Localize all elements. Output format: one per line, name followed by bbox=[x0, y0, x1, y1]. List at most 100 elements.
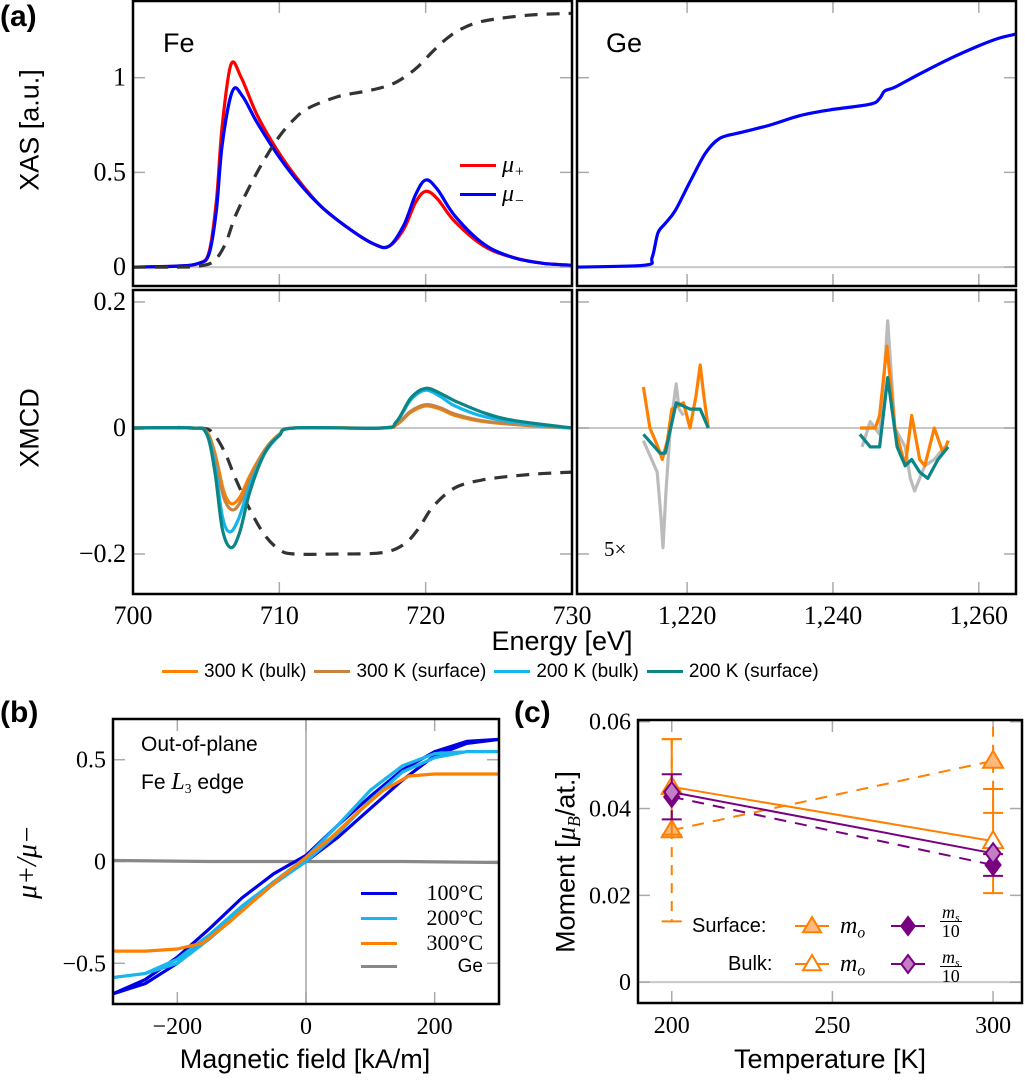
axes-frame bbox=[636, 718, 1024, 1005]
hysteresis-plot: −200 0 200 −0.5 0 0.5 bbox=[62, 717, 501, 1040]
legend-label: 200 K (bulk) bbox=[536, 661, 639, 682]
diamond-marker bbox=[984, 841, 1002, 865]
trend-line bbox=[671, 785, 994, 843]
diamond-marker bbox=[662, 780, 681, 804]
legend-surface-ms: ms 10 bbox=[940, 902, 962, 941]
c-x-axis-label: Temperature [K] bbox=[733, 1044, 927, 1074]
legend-label: 100°C bbox=[426, 880, 483, 905]
legend-label-sub: − bbox=[514, 192, 525, 210]
y-tick-label: 0 bbox=[113, 413, 126, 442]
legend-label: 200°C bbox=[426, 905, 483, 930]
series-line bbox=[860, 319, 946, 493]
x-tick-label: 250 bbox=[814, 1013, 850, 1039]
scale-factor-note: 5× bbox=[604, 537, 627, 561]
series-line bbox=[858, 376, 950, 480]
series-line bbox=[133, 11, 572, 269]
legend-bulk-ms: ms 10 bbox=[940, 947, 962, 986]
legend-bulk-label: Bulk: bbox=[728, 953, 773, 975]
plot-area bbox=[113, 737, 499, 996]
fe-xas-plot: 00.51 bbox=[94, 0, 574, 288]
legend-label-sub: + bbox=[514, 163, 525, 181]
legend-label: 300 K (bulk) bbox=[204, 661, 307, 682]
legend-swatch bbox=[460, 192, 496, 196]
diamond-marker bbox=[984, 853, 1002, 877]
axes-frame bbox=[131, 288, 574, 596]
ge-xmcd-plot: 1,220 1,240 1,260 bbox=[575, 288, 1018, 630]
b-annotation-orientation: Out-of-plane bbox=[141, 733, 258, 756]
y-tick-label: 0.04 bbox=[589, 797, 631, 823]
y-tick-label: 0.2 bbox=[94, 287, 127, 316]
legend-item-300k-bulk: 300 K (bulk) bbox=[162, 662, 306, 681]
x-tick-label: 720 bbox=[406, 601, 445, 630]
legend-item-300k-surface: 300 K (surface) bbox=[314, 662, 486, 681]
series-line bbox=[133, 386, 572, 550]
legend-label: Ge bbox=[457, 956, 483, 977]
xmcd-y-axis-label: XMCD bbox=[14, 388, 45, 468]
legend-label: 300°C bbox=[426, 930, 483, 955]
x-tick-label: 1,260 bbox=[950, 601, 1009, 630]
series-line bbox=[133, 388, 572, 534]
legend-swatch bbox=[460, 163, 496, 167]
trend-line bbox=[671, 759, 994, 832]
panel-label-a: (a) bbox=[0, 0, 37, 33]
x-tick-label: 200 bbox=[654, 1013, 690, 1039]
xas-y-axis-label: XAS [a.u.] bbox=[14, 69, 45, 191]
legend-surface-label: Surface: bbox=[692, 915, 767, 937]
legend-item-200k-bulk: 200 K (bulk) bbox=[494, 661, 639, 682]
x-tick-label: 200 bbox=[417, 1014, 453, 1040]
x-tick-label: 1,240 bbox=[804, 601, 863, 630]
axes-frame bbox=[131, 0, 574, 288]
legend-item-100c: 100°C bbox=[361, 882, 483, 904]
y-tick-label: 0.06 bbox=[589, 710, 631, 736]
legend-surface-mo: mo bbox=[840, 913, 866, 942]
legend-item-ge: Ge bbox=[361, 957, 483, 976]
trend-line bbox=[671, 795, 994, 866]
plot-area bbox=[641, 319, 950, 550]
fe-xmcd-plot: 700 710 720 730 −0.2 0 0.2 bbox=[79, 287, 592, 630]
diamond-legend-marker bbox=[900, 953, 916, 975]
y-tick-label: 0 bbox=[619, 970, 631, 996]
legend-item-200c: 200°C bbox=[361, 907, 483, 929]
ge-panel-label: Ge bbox=[606, 28, 643, 58]
legend-label: μ bbox=[502, 152, 515, 178]
plot-area bbox=[659, 720, 1005, 923]
axes-frame bbox=[111, 717, 501, 1006]
legend-label: μ bbox=[502, 181, 515, 207]
triangle-legend-marker bbox=[801, 953, 823, 972]
series-line bbox=[133, 425, 572, 556]
xmcd-legend: 300 K (bulk) 300 K (surface) 200 K (bulk… bbox=[162, 662, 819, 681]
ge-xas-plot bbox=[575, 0, 1018, 288]
y-tick-label: −0.5 bbox=[62, 951, 106, 977]
energy-x-axis-label: Energy [eV] bbox=[491, 626, 633, 656]
plot-area bbox=[133, 11, 572, 269]
axes-frame bbox=[575, 0, 1018, 288]
series-line bbox=[113, 772, 499, 953]
series-line bbox=[641, 382, 685, 550]
panel-label-b: (b) bbox=[0, 696, 39, 729]
x-tick-label: −200 bbox=[153, 1014, 203, 1040]
trend-line bbox=[671, 791, 994, 855]
axes-frame bbox=[575, 288, 1018, 596]
y-tick-label: 0.02 bbox=[589, 883, 631, 909]
x-tick-label: 700 bbox=[114, 601, 153, 630]
legend-item-300c: 300°C bbox=[361, 932, 483, 954]
x-tick-label: 710 bbox=[260, 601, 299, 630]
legend-item-mu-minus: μ− bbox=[460, 181, 525, 209]
triangle-marker bbox=[981, 748, 1005, 769]
legend-label: 300 K (surface) bbox=[356, 661, 487, 682]
b-x-axis-label: Magnetic field [kA/m] bbox=[179, 1044, 431, 1074]
x-tick-label: 300 bbox=[975, 1013, 1011, 1039]
plot-area bbox=[577, 32, 1016, 269]
x-tick-label: 730 bbox=[553, 601, 592, 630]
legend-item-200k-surface: 200 K (surface) bbox=[646, 661, 819, 682]
c-y-axis-label: Moment [μB/at.] bbox=[550, 771, 584, 953]
triangle-legend-marker bbox=[801, 915, 823, 934]
series-line bbox=[133, 86, 572, 269]
legend-label: 200 K (surface) bbox=[688, 661, 819, 682]
x-tick-label: 0 bbox=[300, 1014, 312, 1040]
plot-area bbox=[133, 386, 572, 556]
legend-item-mu-plus: μ+ bbox=[460, 152, 525, 180]
moment-plot: 200 250 300 0 0.02 0.04 0.06 bbox=[589, 710, 1024, 1039]
b-annotation-edge: Fe L3 edge bbox=[141, 769, 245, 797]
y-tick-label: 1 bbox=[113, 63, 126, 92]
